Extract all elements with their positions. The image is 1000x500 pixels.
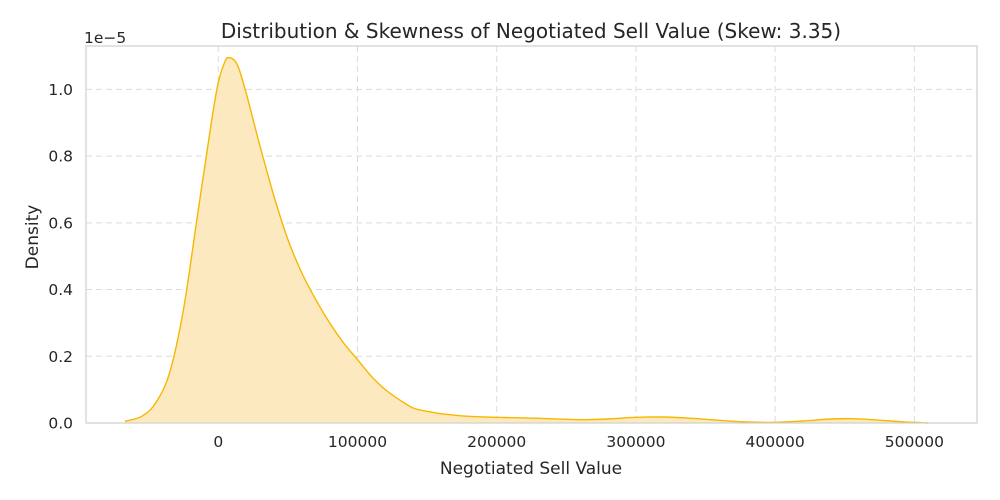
x-tick-label: 400000	[746, 433, 805, 451]
y-tick-label: 0.4	[48, 281, 73, 299]
y-axis-ticks: 0.0 0.2 0.4 0.6 0.8 1.0	[48, 81, 73, 433]
x-tick-label: 100000	[328, 433, 387, 451]
y-tick-label: 1.0	[48, 81, 73, 99]
x-axis-label: Negotiated Sell Value	[440, 459, 622, 479]
y-axis-offset-label: 1e−5	[84, 29, 126, 47]
density-area-fill	[124, 57, 929, 424]
y-tick-label: 0.0	[48, 415, 73, 433]
x-axis-ticks: 0 100000 200000 300000 400000 500000	[213, 433, 944, 451]
chart-title: Distribution & Skewness of Negotiated Se…	[221, 19, 841, 43]
x-tick-label: 300000	[606, 433, 665, 451]
y-tick-label: 0.8	[48, 148, 73, 166]
x-tick-label: 0	[213, 433, 223, 451]
y-tick-label: 0.2	[48, 348, 73, 366]
density-line	[124, 56, 929, 424]
plot-frame	[85, 45, 978, 424]
y-axis-label: Density	[23, 205, 43, 270]
x-tick-label: 500000	[885, 433, 944, 451]
density-series	[124, 56, 929, 424]
x-tick-label: 200000	[467, 433, 526, 451]
y-tick-label: 0.6	[48, 214, 73, 232]
